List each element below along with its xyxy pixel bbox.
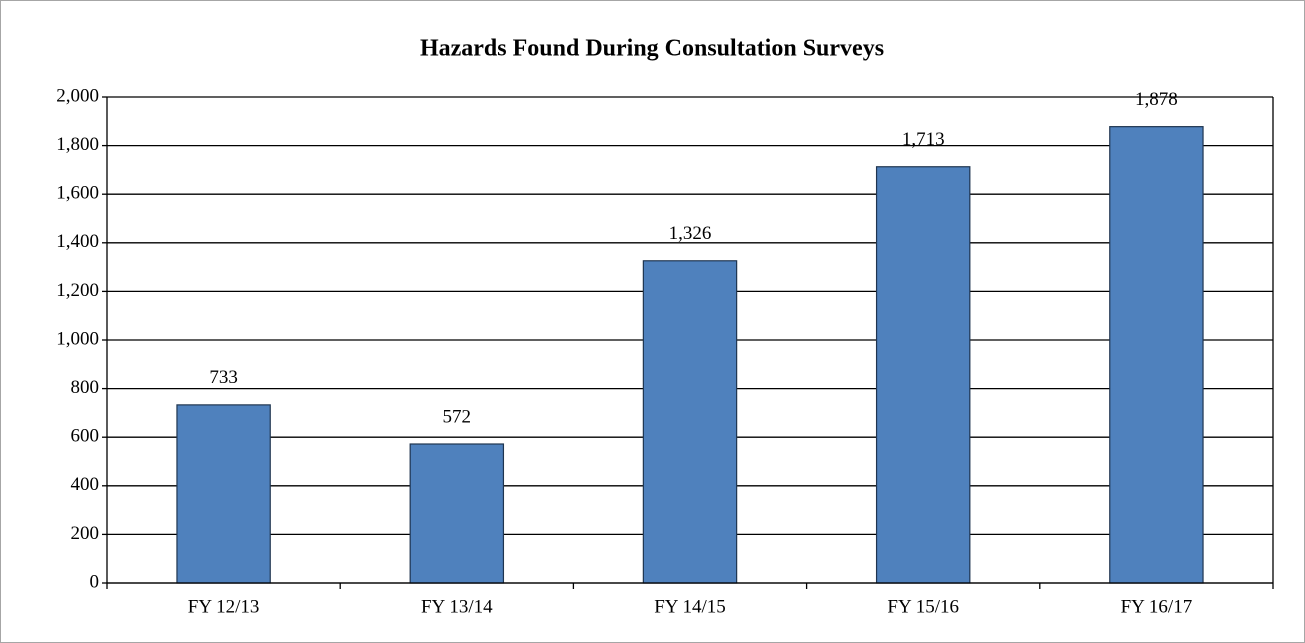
bar [1109, 126, 1204, 584]
data-label: 1,878 [1135, 89, 1178, 110]
bar [875, 166, 971, 584]
y-tick-label: 1,400 [56, 231, 99, 252]
data-label: 1,326 [669, 223, 712, 244]
x-tick-label: FY 12/13 [188, 596, 260, 617]
y-tick-label: 600 [71, 426, 100, 447]
y-tick-label: 1,000 [56, 328, 99, 349]
data-label: 1,713 [902, 129, 945, 150]
y-tick-label: 200 [71, 523, 100, 544]
x-tick-label: FY 15/16 [887, 596, 959, 617]
y-tick-label: 1,600 [56, 183, 99, 204]
x-tick-label: FY 14/15 [654, 596, 726, 617]
x-tick-label: FY 16/17 [1121, 596, 1193, 617]
bar [409, 443, 505, 584]
chart-title: Hazards Found During Consultation Survey… [420, 36, 884, 62]
y-tick-label: 0 [90, 571, 100, 592]
bar [642, 260, 738, 584]
y-tick-label: 800 [71, 377, 100, 398]
bar [176, 404, 271, 584]
data-label: 733 [209, 367, 238, 388]
y-tick-label: 400 [71, 474, 100, 495]
y-tick-label: 1,800 [56, 134, 99, 155]
data-label: 572 [443, 406, 472, 427]
y-tick-label: 2,000 [56, 85, 99, 106]
x-tick-label: FY 13/14 [421, 596, 493, 617]
y-tick-label: 1,200 [56, 280, 99, 301]
